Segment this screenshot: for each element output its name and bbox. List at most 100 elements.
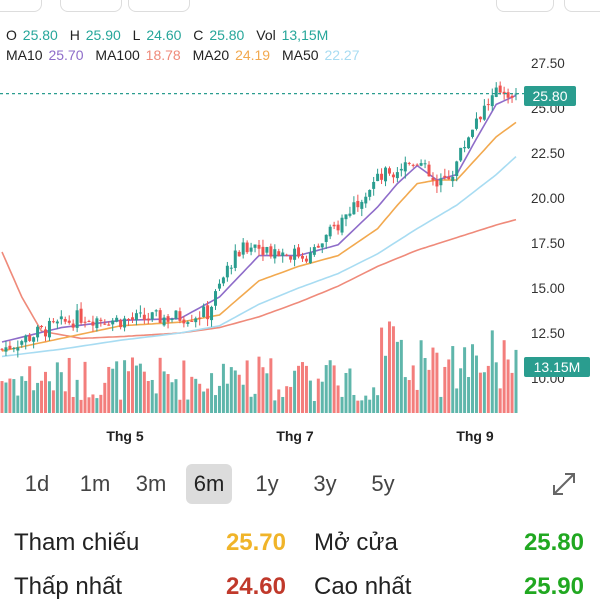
volume-bar	[514, 349, 518, 413]
volume-bar	[150, 379, 154, 413]
high-label: H	[69, 27, 80, 43]
candle	[63, 316, 67, 325]
volume-bar	[316, 378, 320, 413]
tab-3m[interactable]: 3m	[135, 471, 167, 496]
volume-bar	[494, 362, 498, 413]
candle	[225, 261, 229, 282]
y-tick-label: 27.50	[531, 56, 565, 71]
candle	[257, 240, 261, 256]
volume-bar	[467, 377, 471, 413]
volume-bar	[482, 372, 486, 413]
volume-bar	[87, 397, 91, 413]
candle	[87, 319, 91, 323]
ma100-value: 18.78	[145, 47, 181, 63]
candle	[297, 244, 301, 259]
toolbar-button-right-1[interactable]	[496, 0, 554, 12]
candle	[419, 159, 423, 167]
volume-bar	[162, 371, 166, 413]
ohlc-legend: O 25.80 H 25.90 L 24.60 C 25.80 Vol 13,1…	[6, 25, 336, 45]
ma50-value: 22.27	[324, 47, 360, 63]
candle	[47, 317, 51, 341]
y-tick-label: 12.50	[531, 326, 565, 341]
candle	[206, 301, 210, 327]
candle	[67, 315, 71, 325]
candle	[55, 319, 59, 329]
volume-bar	[471, 344, 475, 413]
tab-3y[interactable]: 3y	[313, 471, 337, 496]
volume-bar	[443, 366, 447, 413]
volume-bar	[130, 357, 134, 413]
volume-bar	[174, 379, 178, 413]
candle	[95, 316, 99, 332]
candle	[368, 189, 372, 201]
top-toolbar	[0, 0, 600, 22]
volume-bar	[146, 381, 150, 413]
volume-bar	[506, 359, 510, 413]
volume-bar	[380, 327, 384, 413]
candle	[304, 255, 308, 264]
candle	[471, 129, 475, 139]
toolbar-button-left[interactable]	[0, 0, 42, 12]
candle	[202, 303, 206, 318]
open-price-label: Mở cửa	[314, 529, 398, 556]
candle	[431, 172, 435, 186]
candle	[83, 316, 87, 328]
volume-bar	[391, 326, 395, 413]
volume-bar	[115, 361, 119, 413]
ma10-label: MA10	[6, 47, 43, 63]
volume-bar	[431, 347, 435, 413]
tab-1m[interactable]: 1m	[79, 471, 111, 496]
candle	[182, 316, 186, 328]
close-label: C	[193, 27, 204, 43]
candle	[316, 243, 320, 248]
toolbar-button-right-2[interactable]	[564, 0, 600, 12]
candle	[455, 160, 459, 182]
volume-bar	[348, 368, 352, 413]
candle	[0, 348, 4, 352]
open-value: 25.80	[22, 27, 58, 43]
candle	[217, 279, 221, 292]
candle	[91, 315, 95, 332]
candle	[467, 136, 471, 150]
volume-bar	[51, 390, 55, 413]
tab-6m[interactable]: 6m	[186, 464, 232, 504]
volume-bar	[435, 352, 439, 413]
candle	[376, 168, 380, 182]
candle	[490, 88, 494, 111]
volume-bar	[214, 395, 218, 413]
volume-bar	[399, 339, 403, 413]
volume-bar	[490, 330, 494, 413]
toolbar-button-2[interactable]	[60, 0, 122, 12]
tab-1y[interactable]: 1y	[255, 471, 279, 496]
candle	[28, 332, 32, 343]
candle	[40, 324, 44, 329]
volume-bar	[332, 365, 336, 413]
volume-bar	[241, 384, 245, 413]
expand-icon[interactable]	[550, 470, 578, 498]
candle	[12, 346, 16, 353]
candle	[210, 305, 214, 327]
candle	[4, 340, 8, 356]
volume-bar	[474, 355, 478, 413]
volume-bar	[225, 383, 229, 413]
stock-chart[interactable]: 10.0012.5015.0017.5020.0022.5025.0027.50…	[0, 55, 600, 445]
volume-bar	[411, 365, 415, 413]
candle	[447, 170, 451, 180]
candle	[332, 221, 336, 230]
volume-bar	[320, 381, 324, 413]
volume-bar	[12, 379, 16, 413]
candle	[214, 289, 218, 310]
x-tick-label: Thg 7	[276, 428, 314, 444]
candlesticks	[0, 81, 518, 358]
candle	[336, 220, 340, 235]
volume-bar	[43, 371, 47, 413]
tab-1d[interactable]: 1d	[24, 471, 50, 496]
candle	[119, 318, 123, 330]
volume-bar	[285, 386, 289, 413]
candle	[300, 252, 304, 262]
volume-bar	[372, 387, 376, 413]
volume-bar	[336, 385, 340, 413]
toolbar-button-3[interactable]	[128, 0, 190, 12]
tab-5y[interactable]: 5y	[371, 471, 395, 496]
volume-bar	[407, 380, 411, 413]
